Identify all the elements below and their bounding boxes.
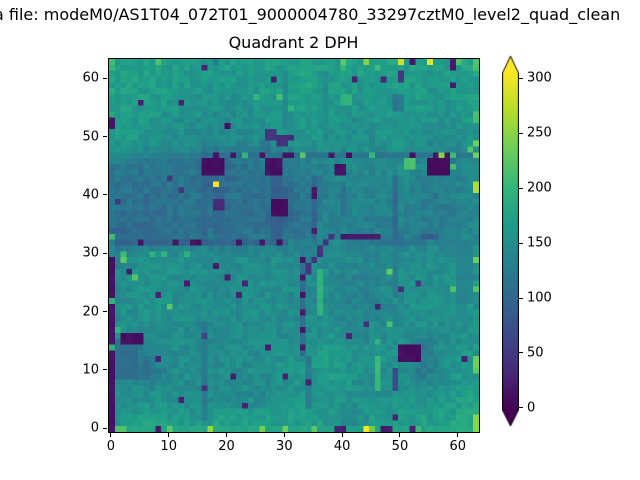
- y-axis-tick: [103, 194, 107, 196]
- colorbar-tick: [519, 187, 523, 189]
- y-axis-tick: [103, 427, 107, 429]
- colorbar-tick: [519, 297, 523, 299]
- y-axis-tick: [103, 369, 107, 371]
- y-axis-tick-label: 20: [82, 304, 99, 320]
- colorbar-tick-label: 200: [527, 180, 552, 196]
- colorbar-tick-label: 100: [527, 290, 552, 306]
- x-axis-tick: [399, 433, 401, 437]
- figure-suptitle: a file: modeM0/AS1T04_072T01_9000004780_…: [0, 5, 621, 24]
- colorbar-tick: [519, 352, 523, 354]
- x-axis-tick-label: 20: [218, 439, 235, 454]
- x-axis-tick-label: 50: [391, 439, 409, 454]
- heatmap-image: [109, 59, 479, 432]
- colorbar-tick: [519, 407, 523, 409]
- x-axis-tick-label: 30: [276, 439, 293, 454]
- x-axis-tick-label: 60: [449, 439, 467, 454]
- y-axis-tick: [103, 77, 107, 79]
- colorbar: [502, 55, 519, 427]
- y-axis-tick-label: 50: [82, 129, 99, 145]
- y-axis-tick: [103, 311, 107, 313]
- y-axis-tick-label: 0: [90, 420, 99, 436]
- y-axis-tick-label: 60: [82, 70, 99, 86]
- y-axis-tick-label: 40: [82, 187, 99, 203]
- colorbar-tick-label: 0: [527, 400, 536, 416]
- colorbar-tick: [519, 242, 523, 244]
- x-axis-tick: [283, 433, 285, 437]
- y-axis-tick: [103, 252, 107, 254]
- x-axis-tick: [226, 433, 228, 437]
- colorbar-tick: [519, 77, 523, 79]
- heatmap-axes: [108, 58, 480, 433]
- x-axis-tick-label: 0: [106, 439, 116, 454]
- x-axis-tick: [457, 433, 459, 437]
- colorbar-tick-label: 150: [527, 235, 552, 251]
- colorbar-tick-label: 50: [527, 345, 544, 361]
- x-axis-tick-label: 40: [333, 439, 351, 454]
- y-axis-tick: [103, 136, 107, 138]
- y-axis-tick-label: 30: [82, 245, 99, 261]
- plot-title: Quadrant 2 DPH: [228, 33, 359, 52]
- colorbar-tick: [519, 132, 523, 134]
- colorbar-tick-label: 300: [527, 70, 552, 86]
- x-axis-tick: [341, 433, 343, 437]
- x-axis-tick: [168, 433, 170, 437]
- y-axis-tick-label: 10: [82, 362, 99, 378]
- x-axis-tick-label: 10: [160, 439, 177, 454]
- x-axis-tick: [110, 433, 112, 437]
- colorbar-tick-label: 250: [527, 125, 552, 141]
